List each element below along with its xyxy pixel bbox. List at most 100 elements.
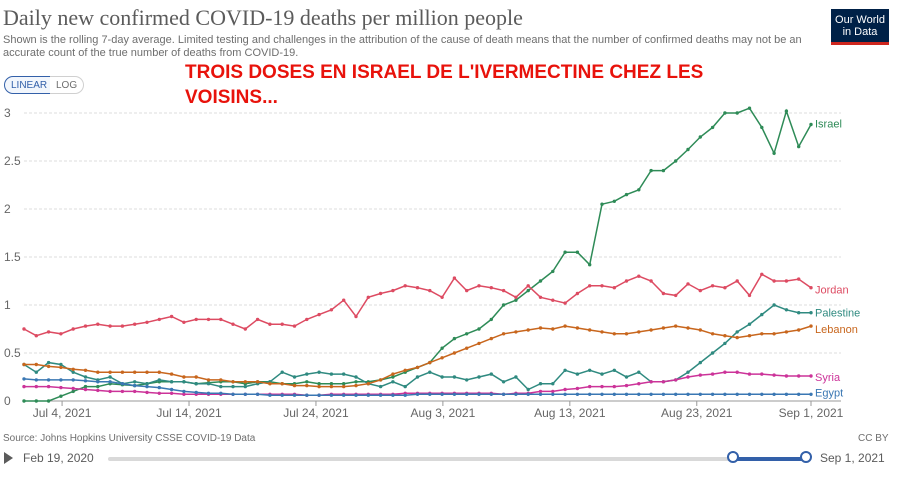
data-point-lebanon	[747, 334, 752, 338]
data-point-jordan	[538, 295, 543, 299]
y-tick-label: 2	[4, 202, 11, 216]
x-tick-label: Jul 24, 2021	[283, 406, 349, 420]
data-point-lebanon	[772, 332, 776, 336]
data-point-syria	[182, 392, 186, 396]
data-point-jordan	[698, 288, 702, 293]
timeline-start-handle[interactable]	[727, 451, 739, 463]
timeline-end-handle[interactable]	[800, 451, 812, 463]
data-point-syria	[809, 374, 813, 378]
data-point-israel	[59, 394, 63, 398]
data-point-jordan	[415, 286, 420, 290]
data-point-jordan	[428, 288, 432, 293]
y-tick-label: 1	[4, 298, 11, 312]
data-point-syria	[772, 373, 776, 377]
data-point-israel	[588, 263, 592, 267]
chart-title: Daily new confirmed COVID-19 deaths per …	[3, 5, 523, 30]
data-point-lebanon	[342, 384, 346, 389]
data-point-lebanon	[809, 324, 813, 328]
data-point-palestine	[477, 375, 481, 379]
data-point-egypt	[661, 392, 666, 396]
data-point-lebanon	[661, 326, 666, 330]
data-point-jordan	[588, 284, 592, 288]
owid-logo[interactable]: Our World in Data	[831, 9, 889, 45]
data-point-lebanon	[452, 351, 457, 355]
data-point-palestine	[378, 384, 383, 389]
data-point-israel	[809, 122, 813, 127]
data-point-lebanon	[46, 364, 51, 369]
data-point-israel	[575, 250, 580, 254]
linear-scale-button[interactable]: LINEAR	[4, 76, 55, 94]
data-point-israel	[784, 109, 789, 113]
data-point-egypt	[760, 392, 764, 396]
data-point-palestine	[108, 375, 112, 379]
timeline-end-label: Sep 1, 2021	[820, 451, 885, 465]
data-point-egypt	[206, 391, 211, 395]
x-tick-label: Aug 13, 2021	[534, 406, 606, 420]
data-point-palestine	[538, 382, 543, 386]
data-point-syria	[34, 384, 38, 389]
data-point-palestine	[489, 372, 493, 376]
data-point-lebanon	[501, 332, 506, 336]
data-point-egypt	[735, 392, 739, 396]
data-point-egypt	[46, 378, 51, 382]
data-point-lebanon	[735, 335, 739, 340]
data-point-palestine	[428, 370, 432, 374]
data-point-lebanon	[624, 332, 629, 336]
data-point-lebanon	[120, 370, 125, 374]
overlay-annotation: TROIS DOSES EN ISRAEL DE L'IVERMECTINE C…	[185, 62, 704, 108]
data-point-egypt	[305, 393, 309, 397]
data-point-jordan	[600, 284, 604, 288]
data-point-egypt	[674, 392, 678, 396]
data-point-egypt	[624, 392, 629, 396]
data-point-jordan	[465, 288, 469, 293]
data-point-egypt	[391, 393, 395, 397]
data-point-palestine	[317, 370, 321, 374]
data-point-egypt	[489, 392, 493, 396]
data-point-israel	[723, 111, 727, 115]
data-point-palestine	[760, 312, 764, 317]
data-point-jordan	[255, 317, 260, 322]
data-point-syria	[600, 384, 604, 389]
data-point-egypt	[723, 392, 727, 396]
data-point-lebanon	[169, 372, 174, 376]
data-point-egypt	[59, 378, 63, 382]
license-link[interactable]: CC BY	[858, 433, 889, 444]
data-point-jordan	[268, 322, 272, 326]
data-point-palestine	[526, 387, 530, 392]
data-point-lebanon	[280, 382, 284, 386]
data-point-israel	[649, 168, 653, 173]
data-point-egypt	[231, 392, 235, 396]
data-point-palestine	[34, 370, 38, 374]
data-point-syria	[551, 389, 555, 394]
data-point-israel	[317, 382, 321, 386]
data-point-jordan	[342, 298, 346, 302]
data-point-israel	[760, 125, 764, 130]
data-point-jordan	[243, 327, 247, 331]
data-point-israel	[686, 147, 690, 152]
data-point-palestine	[501, 380, 506, 384]
data-point-jordan	[46, 330, 51, 334]
data-point-lebanon	[83, 368, 88, 372]
data-point-palestine	[391, 380, 395, 384]
data-point-palestine	[698, 360, 702, 365]
data-point-israel	[612, 199, 616, 203]
data-point-egypt	[366, 393, 370, 397]
data-point-egypt	[514, 392, 518, 396]
data-point-egypt	[378, 393, 383, 397]
log-scale-button[interactable]: LOG	[50, 76, 85, 94]
data-point-lebanon	[71, 367, 75, 371]
data-point-palestine	[169, 380, 174, 384]
data-point-jordan	[108, 324, 112, 328]
data-point-lebanon	[686, 326, 690, 330]
data-point-egypt	[588, 392, 592, 396]
data-point-israel	[538, 279, 543, 283]
data-point-lebanon	[797, 328, 801, 332]
data-point-lebanon	[145, 370, 149, 374]
data-point-jordan	[686, 282, 690, 286]
timeline-track[interactable]	[108, 457, 808, 461]
play-icon[interactable]	[4, 452, 13, 464]
data-point-egypt	[747, 392, 752, 396]
data-point-israel	[329, 382, 334, 386]
data-point-israel	[797, 144, 801, 149]
data-point-syria	[686, 375, 690, 379]
